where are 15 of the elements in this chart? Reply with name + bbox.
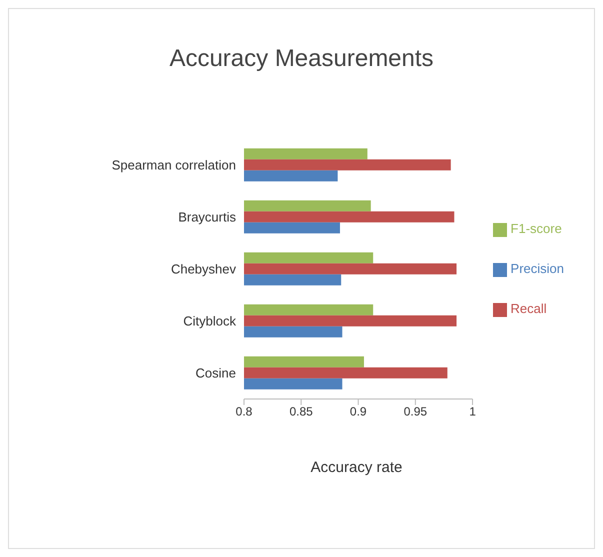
legend-label: Precision — [510, 261, 564, 276]
x-tick-label: 0.95 — [404, 404, 428, 419]
y-tick-label: Cityblock — [183, 314, 236, 329]
y-tick-label: Spearman correlation — [112, 158, 236, 173]
legend-label: Recall — [510, 301, 547, 316]
legend-label: F1-score — [510, 221, 562, 236]
x-axis-title: Accuracy rate — [310, 458, 404, 476]
x-tick-label: 0.85 — [289, 404, 314, 419]
chart-title: Accuracy Measurements — [168, 44, 435, 74]
y-tick-label: Cosine — [196, 366, 236, 381]
x-tick-label: 0.9 — [350, 404, 367, 419]
y-tick-label: Chebyshev — [170, 262, 236, 277]
x-tick-label: 1 — [469, 404, 476, 419]
y-tick-label: Braycurtis — [178, 210, 236, 225]
x-tick-label: 0.8 — [236, 404, 253, 419]
